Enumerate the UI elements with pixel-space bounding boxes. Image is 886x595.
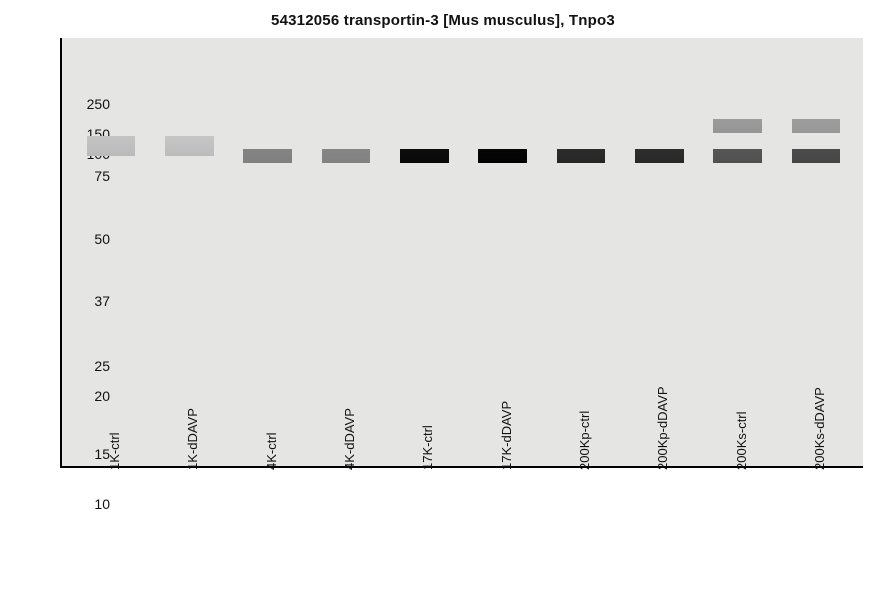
lane-label-text-4Kctrl: 4K-ctrl — [264, 432, 279, 470]
lane-label-text-200KpdDAVP: 200Kp-dDAVP — [655, 386, 670, 470]
y-axis-tick-250: 250 — [62, 96, 114, 112]
lane-label-1KdDAVP: 1K-dDAVP — [179, 470, 199, 590]
y-axis-tick-50: 50 — [62, 231, 114, 247]
plot-area: 25015010075503725201510 — [60, 38, 863, 468]
lane-label-17Kctrl: 17K-ctrl — [414, 470, 434, 590]
protein-band-17KdDAVP-0 — [478, 149, 527, 163]
protein-band-17Kctrl-0 — [400, 149, 449, 163]
lane-label-text-200KsdDAVP: 200Ks-dDAVP — [812, 387, 827, 470]
protein-band-200Ksctrl-0 — [713, 119, 762, 133]
lane-label-200Ksctrl: 200Ks-ctrl — [728, 470, 748, 590]
protein-band-4Kctrl-0 — [243, 149, 292, 163]
lane-label-200KpdDAVP: 200Kp-dDAVP — [649, 470, 669, 590]
lane-label-text-4KdDAVP: 4K-dDAVP — [342, 408, 357, 470]
y-axis-tick-25: 25 — [62, 358, 114, 374]
protein-band-200KsdDAVP-0 — [792, 119, 841, 133]
lane-label-text-17Kctrl: 17K-ctrl — [420, 425, 435, 470]
lane-label-text-200Kpctrl: 200Kp-ctrl — [577, 411, 592, 470]
lane-label-1Kctrl: 1K-ctrl — [101, 470, 121, 590]
lane-label-text-200Ksctrl: 200Ks-ctrl — [734, 411, 749, 470]
protein-band-4KdDAVP-0 — [322, 149, 371, 163]
lane-label-4Kctrl: 4K-ctrl — [258, 470, 278, 590]
protein-band-1Kctrl-0 — [87, 136, 136, 156]
protein-band-200Ksctrl-1 — [713, 149, 762, 163]
chart-title: 54312056 transportin-3 [Mus musculus], T… — [0, 12, 886, 29]
lane-label-200KsdDAVP: 200Ks-dDAVP — [806, 470, 826, 590]
protein-band-200Kpctrl-0 — [557, 149, 606, 163]
lane-label-text-1Kctrl: 1K-ctrl — [107, 432, 122, 470]
lane-label-4KdDAVP: 4K-dDAVP — [336, 470, 356, 590]
lane-label-text-1KdDAVP: 1K-dDAVP — [185, 408, 200, 470]
lane-label-200Kpctrl: 200Kp-ctrl — [571, 470, 591, 590]
y-axis-tick-75: 75 — [62, 168, 114, 184]
lane-label-text-17KdDAVP: 17K-dDAVP — [499, 401, 514, 470]
lane-label-17KdDAVP: 17K-dDAVP — [493, 470, 513, 590]
protein-band-200KsdDAVP-1 — [792, 149, 841, 163]
protein-band-1KdDAVP-0 — [165, 136, 214, 156]
y-axis-tick-37: 37 — [62, 293, 114, 309]
y-axis-tick-20: 20 — [62, 388, 114, 404]
protein-band-200KpdDAVP-0 — [635, 149, 684, 163]
